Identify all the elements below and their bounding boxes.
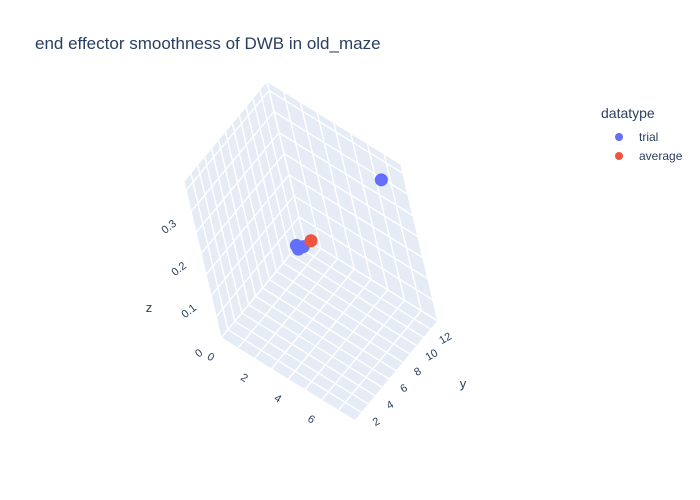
data-point-trial[interactable] bbox=[374, 173, 388, 187]
y-axis-title: y bbox=[460, 376, 467, 391]
y-tick-label: 6 bbox=[398, 382, 409, 395]
z-axis-title: z bbox=[146, 300, 153, 315]
legend-item-average[interactable]: average bbox=[601, 146, 682, 165]
z-tick-label: 0.3 bbox=[159, 218, 178, 237]
y-tick-label: 2 bbox=[371, 415, 382, 428]
legend-item-trial[interactable]: trial bbox=[601, 127, 682, 146]
data-point-trial[interactable] bbox=[290, 239, 304, 253]
legend: datatype trial average bbox=[601, 105, 682, 165]
x-tick-label: 6 bbox=[305, 413, 317, 426]
y-tick-label: 10 bbox=[423, 347, 440, 364]
z-tick-label: 0.2 bbox=[169, 260, 188, 279]
data-point-average[interactable] bbox=[304, 234, 318, 248]
x-tick-label: 2 bbox=[238, 371, 250, 384]
legend-marker-trial bbox=[615, 132, 623, 141]
chart-title: end effector smoothness of DWB in old_ma… bbox=[35, 34, 381, 53]
legend-label-average: average bbox=[639, 148, 683, 163]
y-tick-label: 4 bbox=[385, 399, 396, 412]
z-tick-label: 0 bbox=[193, 347, 205, 360]
y-tick-label: 8 bbox=[412, 365, 423, 378]
y-tick-label: 12 bbox=[437, 330, 454, 347]
z-tick-label: 0.1 bbox=[179, 302, 198, 321]
legend-label-trial: trial bbox=[639, 129, 659, 144]
x-tick-label: 0 bbox=[205, 351, 217, 364]
legend-title: datatype bbox=[601, 105, 655, 121]
x-tick-label: 4 bbox=[272, 392, 284, 405]
legend-marker-average bbox=[615, 151, 623, 160]
gridlines bbox=[183, 81, 439, 422]
